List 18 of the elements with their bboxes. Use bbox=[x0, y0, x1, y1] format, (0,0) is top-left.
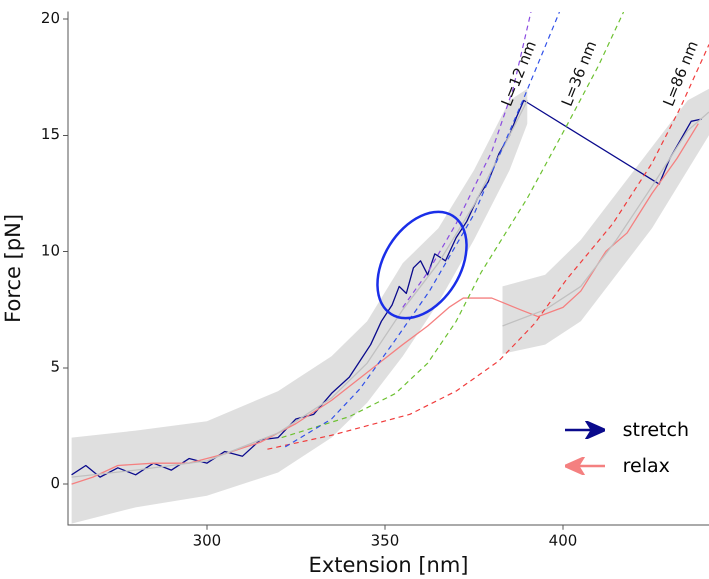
line-series bbox=[266, 44, 709, 450]
y-tick-label: 20 bbox=[40, 8, 60, 27]
annotation: L=86 nm bbox=[659, 38, 702, 109]
x-tick-label: 300 bbox=[192, 532, 222, 550]
x-tick-label: 400 bbox=[548, 532, 578, 550]
y-tick-label: 0 bbox=[50, 474, 60, 492]
y-tick-label: 15 bbox=[40, 125, 60, 144]
y-tick-label: 5 bbox=[50, 358, 60, 376]
x-axis-title: Extension [nm] bbox=[308, 552, 468, 577]
line-series bbox=[281, 12, 624, 438]
y-tick-label: 10 bbox=[40, 241, 60, 260]
annotation: L=12 nm bbox=[497, 38, 540, 109]
x-tick-label: 350 bbox=[370, 532, 400, 550]
legend-label: relax bbox=[622, 455, 670, 477]
y-axis-title: Force [pN] bbox=[1, 214, 26, 323]
legend-label: stretch bbox=[622, 419, 689, 441]
annotation: L=36 nm bbox=[558, 38, 600, 109]
line-series bbox=[284, 12, 560, 448]
